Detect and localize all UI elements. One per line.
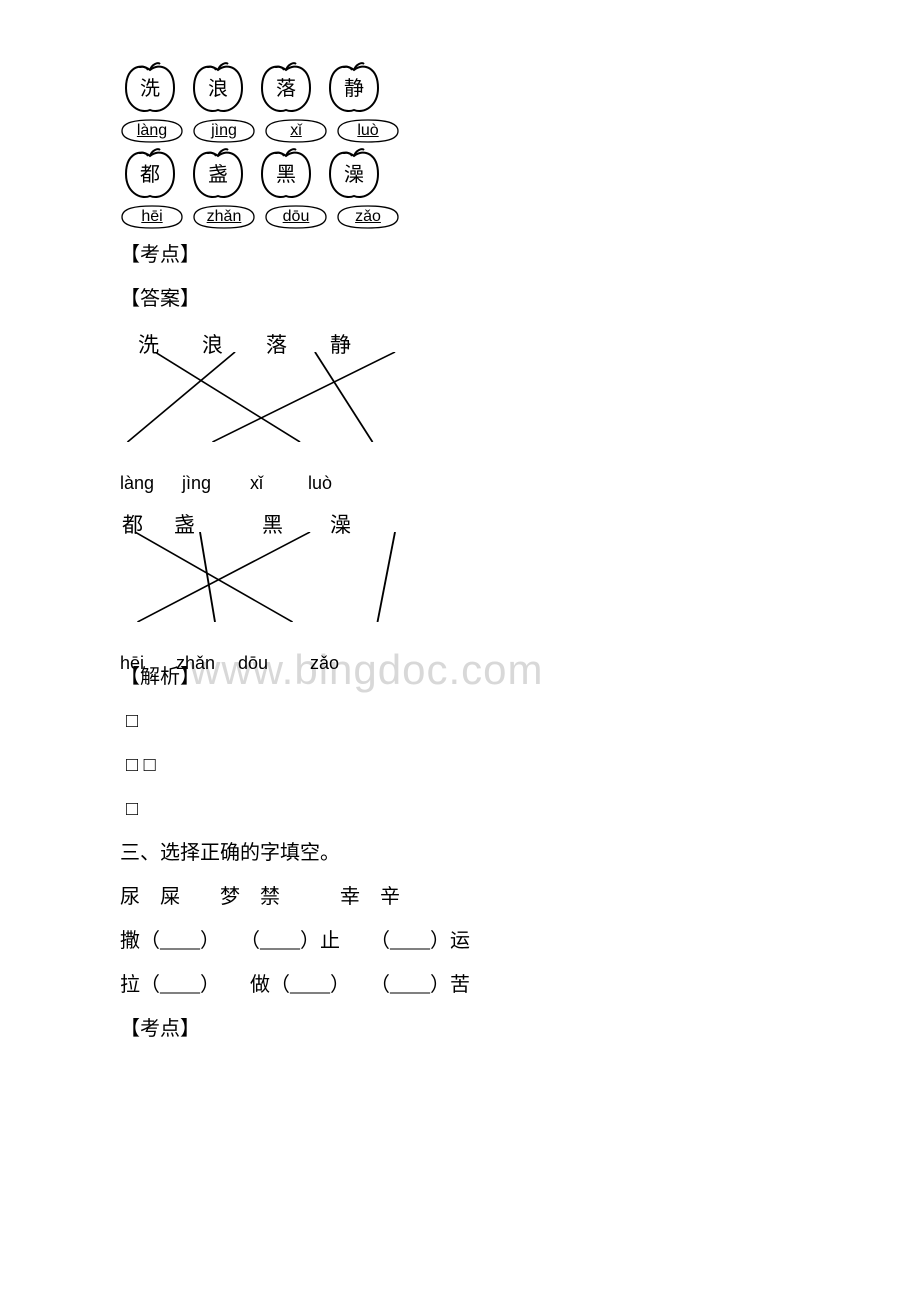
apple-char: 洗 [140, 70, 160, 108]
pinyin-pill: làng [120, 118, 184, 144]
box-line-3: □ [126, 790, 800, 828]
box-glyph: □ [126, 798, 138, 820]
pinyin-text: xǐ [290, 116, 302, 146]
apple-cell: 洗 [120, 60, 180, 116]
match-bottom-pinyin: hēi [120, 646, 144, 680]
section3-line3: 拉（____） 做（____） （____）苦 [120, 966, 800, 1004]
apple-cell: 都 [120, 146, 180, 202]
box-line-1: □ [126, 702, 800, 740]
apple-cell: 落 [256, 60, 316, 116]
character-pinyin-grid: 洗 浪 落 静 làng jìng xǐ luò 都 盏 黑 澡 hēi zhǎn dōu zǎo [120, 60, 800, 230]
pinyin-pill: jìng [192, 118, 256, 144]
match-lines [120, 352, 420, 442]
match-bottom-pinyin: dōu [238, 646, 268, 680]
match-bottom-pinyin: zǎo [310, 646, 339, 680]
section3-heading: 三、选择正确的字填空。 [120, 834, 800, 872]
pinyin-pill: luò [336, 118, 400, 144]
pinyin-pill: zhǎn [192, 204, 256, 230]
kaodian-label-1: 【考点】 [120, 236, 800, 274]
apple-char: 黑 [276, 156, 296, 194]
match-block-1: 洗浪落静làngjìngxǐluò [120, 326, 420, 466]
box-glyph: □ [126, 754, 138, 776]
apple-cell: 浪 [188, 60, 248, 116]
apple-char: 盏 [208, 156, 228, 194]
match-block-2: 都盏黑澡hēizhǎndōuzǎo [120, 506, 420, 646]
pinyin-pill: xǐ [264, 118, 328, 144]
match-bottom-pinyin: jìng [182, 466, 211, 500]
daan-label: 【答案】 [120, 280, 800, 318]
jiexi-label: 【解析】 [120, 658, 800, 696]
match-bottom-pinyin: zhǎn [176, 646, 215, 680]
pinyin-text: dōu [283, 202, 310, 232]
match-bottom-pinyin: xǐ [250, 466, 263, 500]
match-bottom-pinyin: luò [308, 466, 332, 500]
apple-cell: 澡 [324, 146, 384, 202]
apple-char: 落 [276, 70, 296, 108]
pinyin-text: zǎo [355, 202, 381, 232]
match-bottom-pinyin: làng [120, 466, 154, 500]
apple-char: 澡 [344, 156, 364, 194]
apple-cell: 黑 [256, 146, 316, 202]
box-line-2: □ □ [126, 746, 800, 784]
apple-char: 浪 [208, 70, 228, 108]
box-glyph: □ [144, 754, 156, 776]
apple-char: 静 [344, 70, 364, 108]
pinyin-text: làng [137, 116, 167, 146]
apple-cell: 盏 [188, 146, 248, 202]
section3-line1: 尿 屎 梦 禁 幸 辛 [120, 878, 800, 916]
pinyin-text: jìng [211, 116, 237, 146]
apple-cell: 静 [324, 60, 384, 116]
pinyin-text: zhǎn [207, 202, 242, 232]
pinyin-text: luò [357, 116, 378, 146]
match-lines [120, 532, 420, 622]
pinyin-pill: zǎo [336, 204, 400, 230]
box-glyph: □ [126, 710, 138, 732]
pinyin-text: hēi [141, 202, 162, 232]
kaodian-label-2: 【考点】 [120, 1010, 800, 1048]
section3-line2: 撒（____） （____）止 （____）运 [120, 922, 800, 960]
apple-char: 都 [140, 156, 160, 194]
pinyin-pill: hēi [120, 204, 184, 230]
pinyin-pill: dōu [264, 204, 328, 230]
